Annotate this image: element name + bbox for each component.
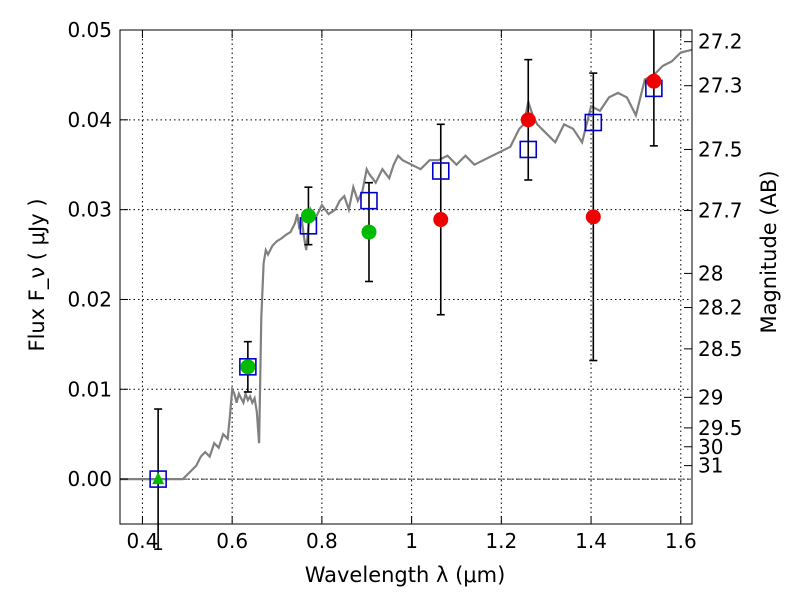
y2-tick-label: 28	[698, 261, 723, 285]
y-tick-label: 0.01	[67, 377, 112, 401]
y2-tick-label: 30	[698, 435, 723, 459]
model-band-square	[431, 162, 450, 180]
y-tick-label: 0.02	[67, 287, 112, 311]
red-point	[646, 73, 662, 89]
tick-layer	[120, 29, 692, 524]
green-point	[361, 224, 377, 240]
y2-tick-label: 27.2	[698, 30, 743, 54]
y2-tick-label: 27.3	[698, 74, 743, 98]
green-triangle-point	[152, 472, 165, 485]
x-tick-label: 0.8	[306, 529, 338, 553]
x-tick-label: 1.2	[485, 529, 517, 553]
x-tick-label: 1	[405, 529, 418, 553]
grid-layer	[120, 29, 692, 524]
model-band-square	[360, 191, 378, 210]
x-tick-label: 1.6	[665, 529, 697, 553]
y2-tick-label: 31	[698, 454, 723, 478]
y2-tick-label: 29	[698, 385, 723, 409]
red-point	[433, 212, 449, 228]
y2-axis-title: Magnitude (AB)	[757, 170, 781, 333]
y2-tick-label: 28.5	[698, 337, 743, 361]
model-band-square	[519, 140, 538, 159]
x-tick-label: 0.4	[127, 529, 159, 553]
label-layer: 0.4 0.6 0.8 1 1.2 1.4 1.6 0.00 0.01 0.02 0.03 0.04 0…	[67, 18, 742, 553]
y-tick-label: 0.00	[67, 467, 112, 491]
model-band-square	[239, 358, 257, 376]
error-layer	[154, 30, 658, 550]
model-layer	[120, 48, 692, 481]
y2-tick-label: 28.2	[698, 296, 743, 320]
y-tick-label: 0.03	[67, 198, 112, 222]
model-spectrum-line	[120, 48, 692, 481]
x-tick-label: 1.4	[575, 529, 607, 553]
green-point	[240, 359, 256, 375]
x-tick-label: 0.6	[216, 529, 248, 553]
y-tick-label: 0.05	[67, 18, 112, 42]
x-axis-title: Wavelength λ (μm)	[305, 563, 506, 587]
plot-frame	[119, 29, 693, 525]
model-band-square	[149, 470, 167, 488]
green-point	[300, 208, 316, 224]
model-band-square	[584, 113, 603, 132]
y2-tick-label: 29.5	[698, 416, 743, 440]
y2-tick-label: 27.5	[698, 137, 743, 161]
y2-tick-label: 27.7	[698, 199, 743, 223]
red-point	[520, 112, 536, 128]
y-axis-title: Flux F_ν ( μJy )	[25, 198, 50, 351]
marker-layer	[149, 73, 663, 488]
y-tick-label: 0.04	[67, 108, 112, 132]
red-point	[585, 209, 601, 225]
